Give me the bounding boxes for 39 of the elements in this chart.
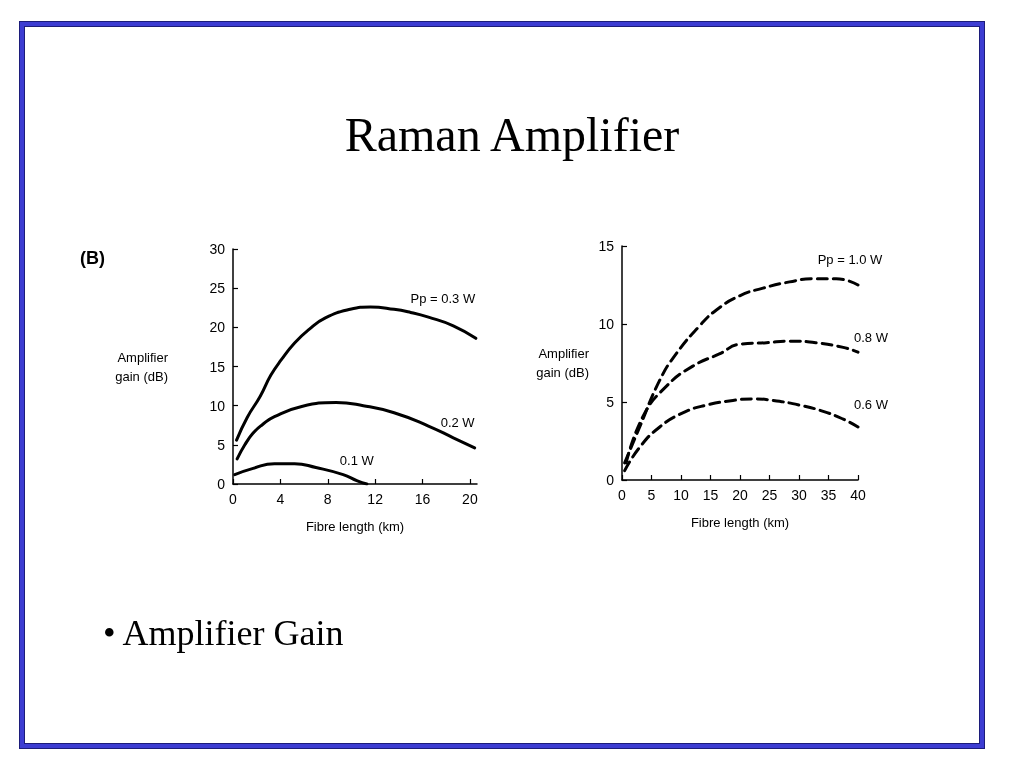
y-tick-label: 0: [606, 472, 615, 488]
y-tick-label: 10: [209, 397, 226, 414]
y-axis-title: Amplifier gain (dB): [536, 346, 590, 380]
series-label: 0.8 W: [854, 329, 889, 345]
series-label: 0.1 W: [339, 452, 375, 468]
x-axis-title: Fibre length (km): [690, 515, 790, 530]
series-label: 0.6 W: [854, 397, 889, 413]
x-tick-label: 15: [702, 487, 719, 503]
y-tick-label: 15: [209, 358, 226, 375]
text: (B): [80, 248, 105, 268]
x-tick-label: 40: [850, 487, 866, 503]
y-tick-label: 20: [209, 319, 226, 336]
y-tick-label: 5: [217, 436, 226, 453]
y-tick-label: 25: [209, 280, 226, 297]
x-tick-label: 10: [673, 487, 689, 503]
series-label: Pp = 1.0 W: [817, 251, 884, 267]
text: • Amplifier Gain: [103, 612, 344, 655]
x-tick-label: 20: [732, 487, 748, 503]
x-tick-label: 4: [276, 491, 285, 507]
x-tick-label: 20: [462, 491, 478, 507]
y-tick-label: 5: [606, 394, 615, 410]
x-tick-label: 25: [761, 487, 778, 503]
x-tick-label: 35: [820, 487, 837, 503]
y-tick-label: 0: [217, 476, 226, 492]
x-tick-label: 0: [618, 487, 627, 503]
y-tick-label: 30: [209, 241, 226, 257]
series-label: Pp = 0.3 W: [410, 290, 476, 306]
y-axis-title: Amplifier gain (dB): [115, 349, 169, 384]
y-tick-label: 10: [598, 316, 615, 332]
text: Raman Amplifier: [343, 107, 681, 163]
x-tick-label: 8: [323, 491, 332, 507]
x-tick-label: 12: [367, 491, 384, 507]
x-axis-title: Fibre length (km): [305, 519, 405, 534]
series-label: 0.2 W: [440, 415, 476, 431]
x-tick-label: 16: [414, 491, 431, 507]
y-tick-label: 15: [598, 238, 615, 254]
x-tick-label: 30: [791, 487, 807, 503]
x-tick-label: 0: [229, 491, 238, 507]
x-tick-label: 5: [647, 487, 656, 503]
